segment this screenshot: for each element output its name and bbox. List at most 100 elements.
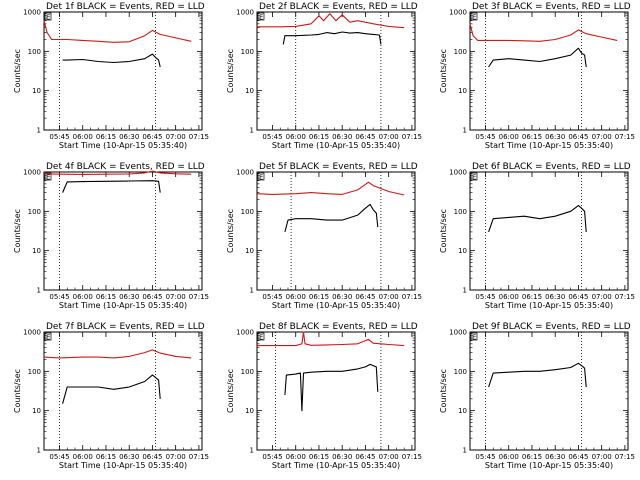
y-tick-label: 1	[250, 127, 254, 135]
panel-title: Det 4f BLACK = Events, RED = LLD	[46, 162, 205, 172]
y-tick-label: 100	[28, 208, 41, 216]
x-tick-label: 06:30	[119, 453, 139, 461]
x-tick-label: 06:30	[332, 453, 352, 461]
x-tick-label: 07:00	[379, 453, 399, 461]
x-tick-label: 06:00	[499, 453, 519, 461]
x-tick-label: 06:30	[119, 133, 139, 141]
plot-frame	[256, 171, 416, 291]
y-tick-label: 1000	[449, 9, 467, 17]
panel-title: Det 6f BLACK = Events, RED = LLD	[472, 162, 631, 172]
x-tick-label: 07:15	[402, 133, 422, 141]
plot-frame	[43, 171, 203, 291]
plot-frame	[256, 331, 416, 451]
plot-frame	[43, 331, 203, 451]
y-tick-label: 1	[250, 287, 254, 295]
x-tick-label: 05:45	[49, 453, 69, 461]
events-series-line	[488, 47, 587, 68]
x-tick-label: 06:00	[73, 293, 93, 301]
x-tick-label: 05:45	[262, 133, 282, 141]
y-tick-label: 10	[32, 87, 41, 95]
x-tick-label: 07:00	[592, 293, 612, 301]
x-tick-label: 06:00	[499, 133, 519, 141]
x-tick-label: 07:15	[615, 453, 635, 461]
corner-label: E	[472, 334, 476, 342]
panel-det-1f: Det 1f BLACK = Events, RED = LLD E 1 10 100 1…	[13, 2, 209, 150]
y-tick-label: 100	[241, 48, 254, 56]
corner-label: E	[46, 174, 50, 182]
x-tick-label: 07:15	[402, 453, 422, 461]
x-tick-label: 06:15	[96, 453, 116, 461]
panel-det-9f: Det 9f BLACK = Events, RED = LLD E 1 10 100 1…	[439, 322, 635, 470]
lld-series-line	[469, 23, 618, 42]
y-axis-label: Counts/sec	[226, 369, 235, 413]
y-tick-label: 10	[245, 247, 254, 255]
x-axis-label: Start Time (10-Apr-15 05:35:40)	[272, 461, 400, 470]
x-tick-label: 07:00	[166, 133, 186, 141]
x-tick-label: 07:00	[166, 293, 186, 301]
x-tick-label: 06:15	[309, 293, 329, 301]
x-tick-label: 05:45	[49, 133, 69, 141]
y-tick-label: 1	[37, 127, 41, 135]
x-tick-label: 07:00	[592, 133, 612, 141]
corner-box	[44, 332, 52, 341]
y-tick-label: 100	[454, 48, 467, 56]
x-tick-label: 07:00	[379, 293, 399, 301]
panel-title: Det 3f BLACK = Events, RED = LLD	[472, 2, 631, 12]
y-tick-label: 1	[250, 447, 254, 455]
corner-box	[44, 12, 52, 21]
x-tick-label: 06:15	[309, 453, 329, 461]
x-axis-label: Start Time (10-Apr-15 05:35:40)	[485, 301, 613, 310]
y-tick-label: 10	[245, 407, 254, 415]
y-axis-label: Counts/sec	[439, 209, 448, 253]
corner-label: E	[46, 14, 50, 22]
events-series-line	[62, 374, 161, 404]
plot-frame	[43, 11, 203, 131]
y-tick-label: 100	[454, 208, 467, 216]
x-tick-label: 07:00	[379, 133, 399, 141]
corner-label: E	[259, 174, 263, 182]
x-tick-label: 05:45	[262, 293, 282, 301]
panel-det-5f: Det 5f BLACK = Events, RED = LLD E 1 10 100 1…	[226, 162, 422, 310]
x-tick-label: 07:15	[189, 133, 209, 141]
y-tick-label: 100	[241, 208, 254, 216]
y-axis-label: Counts/sec	[226, 49, 235, 93]
y-tick-label: 1	[463, 447, 467, 455]
x-tick-label: 06:45	[142, 293, 162, 301]
panel-title: Det 7f BLACK = Events, RED = LLD	[46, 322, 205, 332]
x-tick-label: 07:15	[615, 293, 635, 301]
plot-frame	[469, 331, 629, 451]
x-tick-label: 06:30	[545, 133, 565, 141]
y-tick-label: 100	[241, 368, 254, 376]
x-tick-label: 06:15	[522, 133, 542, 141]
y-axis-label: Counts/sec	[13, 369, 22, 413]
corner-label: E	[472, 14, 476, 22]
lld-series-line	[43, 349, 192, 359]
panel-title: Det 2f BLACK = Events, RED = LLD	[259, 2, 418, 12]
panel-det-2f: Det 2f BLACK = Events, RED = LLD E 1 10 100 1…	[226, 2, 422, 150]
panel-title: Det 9f BLACK = Events, RED = LLD	[472, 322, 631, 332]
x-axis-label: Start Time (10-Apr-15 05:35:40)	[272, 301, 400, 310]
corner-box	[257, 332, 265, 341]
x-axis-label: Start Time (10-Apr-15 05:35:40)	[59, 301, 187, 310]
y-tick-label: 1000	[449, 169, 467, 177]
x-tick-label: 07:00	[166, 453, 186, 461]
y-tick-label: 1000	[449, 329, 467, 337]
y-tick-label: 1000	[236, 169, 254, 177]
y-tick-label: 1	[37, 447, 41, 455]
y-tick-label: 1000	[236, 9, 254, 17]
x-tick-label: 06:45	[355, 133, 375, 141]
lld-series-line	[257, 13, 405, 29]
corner-box	[257, 12, 265, 21]
x-axis-label: Start Time (10-Apr-15 05:35:40)	[59, 461, 187, 470]
plot-frame	[469, 11, 629, 131]
x-axis-label: Start Time (10-Apr-15 05:35:40)	[272, 141, 400, 150]
corner-box	[257, 172, 265, 181]
panel-det-8f: Det 8f BLACK = Events, RED = LLD E 1 10 100 1…	[226, 322, 422, 470]
x-tick-label: 06:15	[309, 133, 329, 141]
y-axis-label: Counts/sec	[13, 209, 22, 253]
corner-label: E	[472, 174, 476, 182]
x-tick-label: 06:00	[286, 293, 306, 301]
events-series-line	[62, 53, 161, 68]
events-series-line	[488, 205, 587, 233]
